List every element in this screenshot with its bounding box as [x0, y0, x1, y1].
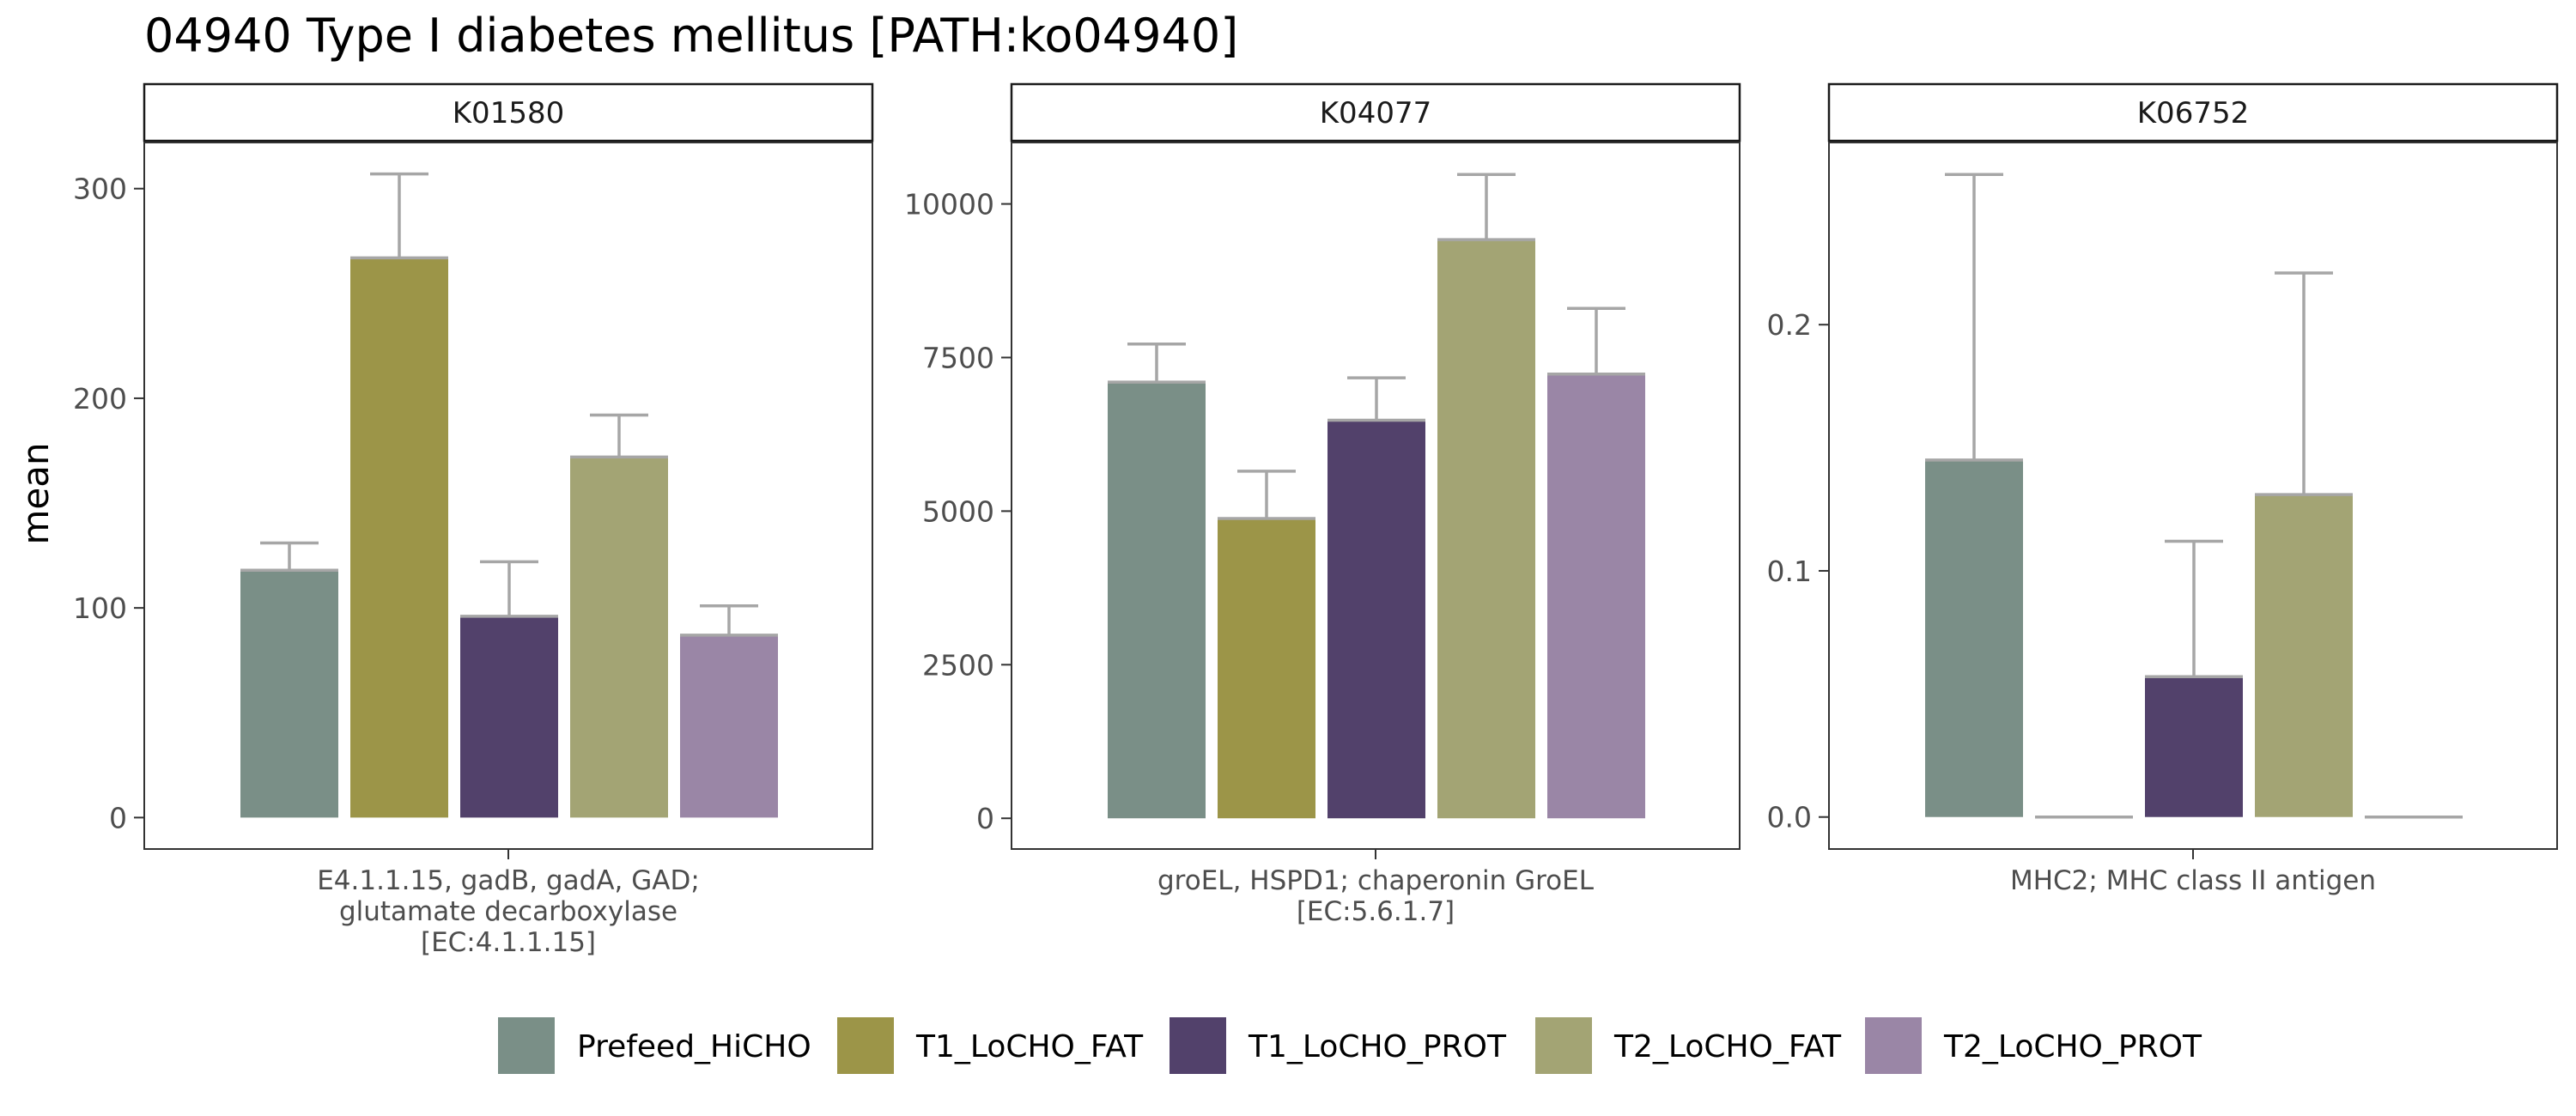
- legend-swatch: [498, 1017, 555, 1074]
- bar-T2_LoCHO_FAT: [2255, 494, 2353, 817]
- bar-T2_LoCHO_FAT: [570, 457, 668, 818]
- facet-strip: [1010, 82, 1741, 143]
- y-tick-label: 300: [73, 173, 127, 206]
- legend-item-T2_LoCHO_PROT: T2_LoCHO_PROT: [1865, 1017, 2202, 1074]
- y-tick-label: 0.2: [1767, 308, 1812, 342]
- legend-label: T1_LoCHO_PROT: [1248, 1029, 1507, 1064]
- x-category-label: glutamate decarboxylase: [339, 896, 677, 927]
- bar-Prefeed_HiCHO: [240, 570, 338, 818]
- y-tick-label: 10000: [904, 188, 994, 221]
- legend-swatch: [1535, 1017, 1592, 1074]
- x-category-label: [EC:5.6.1.7]: [1297, 896, 1455, 927]
- panel-K06752: K06752 0.0 0.1 0.2 MHC2; MHC class II antige…: [1767, 82, 2559, 896]
- legend-swatch: [1170, 1017, 1226, 1074]
- x-category-label: MHC2; MHC class II antigen: [2010, 865, 2376, 896]
- y-tick-label: 0.1: [1767, 555, 1812, 588]
- x-category-label: E4.1.1.15, gadB, gadA, GAD;: [317, 865, 700, 896]
- bar-T1_LoCHO_PROT: [2145, 676, 2243, 817]
- legend-label: Prefeed_HiCHO: [577, 1029, 811, 1064]
- y-tick-label: 5000: [922, 494, 994, 528]
- y-axis-label: mean: [15, 442, 57, 544]
- legend-label: T2_LoCHO_FAT: [1613, 1029, 1842, 1064]
- bar-T2_LoCHO_PROT: [1547, 373, 1645, 819]
- y-tick-label: 2500: [922, 648, 994, 682]
- legend-label: T1_LoCHO_FAT: [915, 1029, 1144, 1064]
- bar-Prefeed_HiCHO: [1108, 382, 1206, 819]
- facet-strip-label: K01580: [453, 96, 564, 130]
- facet-strip: [143, 82, 874, 143]
- bar-T1_LoCHO_PROT: [1327, 420, 1425, 819]
- bar-T1_LoCHO_FAT: [1218, 518, 1315, 819]
- y-tick-label: 100: [73, 591, 127, 625]
- legend-item-T1_LoCHO_FAT: T1_LoCHO_FAT: [837, 1017, 1144, 1074]
- legend-item-Prefeed_HiCHO: Prefeed_HiCHO: [498, 1017, 811, 1074]
- bar-T1_LoCHO_FAT: [350, 258, 448, 818]
- legend-swatch: [1865, 1017, 1922, 1074]
- chart-title: 04940 Type I diabetes mellitus [PATH:ko0…: [144, 9, 1238, 63]
- legend-label: T2_LoCHO_PROT: [1943, 1029, 2202, 1064]
- y-tick-label: 0: [976, 802, 994, 835]
- legend-item-T2_LoCHO_FAT: T2_LoCHO_FAT: [1535, 1017, 1842, 1074]
- y-tick-label: 0.0: [1767, 801, 1812, 834]
- x-category-label: [EC:4.1.1.15]: [421, 927, 596, 958]
- y-tick-label: 0: [109, 801, 127, 834]
- bar-T2_LoCHO_PROT: [680, 634, 778, 818]
- panel-K04077: K04077 0 2500 5000 7500 10000 groEL, HSPD1; ch…: [904, 82, 1741, 927]
- bar-T1_LoCHO_PROT: [460, 616, 558, 818]
- legend-item-T1_LoCHO_PROT: T1_LoCHO_PROT: [1170, 1017, 1507, 1074]
- legend-swatch: [837, 1017, 894, 1074]
- panel-K01580: K01580 0 100 200 300 E4.1.1.15, gadB, gadA, G…: [73, 82, 874, 958]
- bar-Prefeed_HiCHO: [1925, 459, 2023, 817]
- x-category-label: groEL, HSPD1; chaperonin GroEL: [1157, 865, 1595, 896]
- legend: Prefeed_HiCHO T1_LoCHO_FAT T1_LoCHO_PROT T2…: [498, 1017, 2202, 1074]
- y-tick-label: 7500: [922, 341, 994, 374]
- facet-strip-label: K04077: [1320, 96, 1431, 130]
- facet-panels: K01580 0 100 200 300 E4.1.1.15, gadB, gadA, G…: [73, 82, 2559, 958]
- y-tick-label: 200: [73, 382, 127, 415]
- facet-strip: [1827, 82, 2559, 143]
- facet-strip-label: K06752: [2137, 96, 2249, 130]
- bar-T2_LoCHO_FAT: [1437, 240, 1535, 819]
